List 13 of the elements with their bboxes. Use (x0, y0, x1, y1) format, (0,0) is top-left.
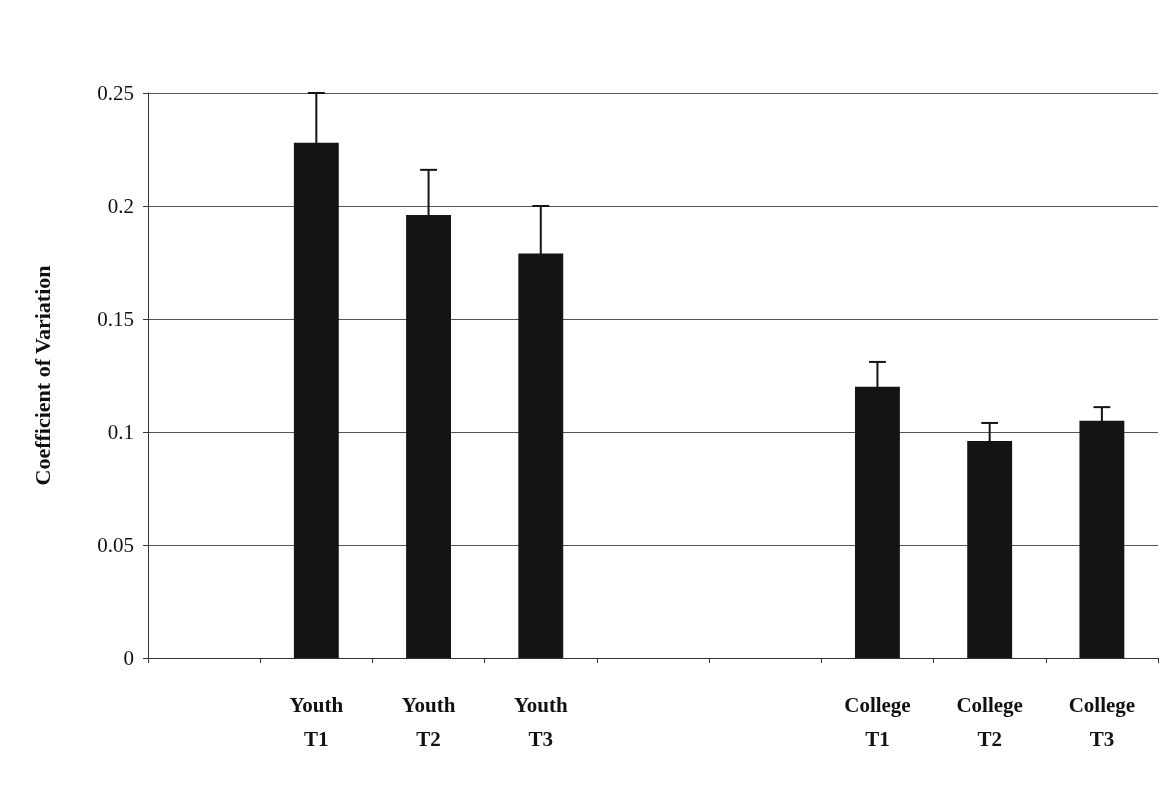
y-tick-label: 0 (123, 646, 134, 670)
x-tick-label: College T2 (956, 693, 1023, 751)
y-tick-label: 0.1 (107, 420, 134, 444)
x-tick-label: Youth T2 (401, 693, 456, 751)
y-tick-label: 0.25 (97, 81, 134, 105)
y-tick-label: 0.05 (97, 533, 134, 557)
y-axis-title: Coefficient of Variation (29, 265, 55, 486)
x-tick-label: College T1 (844, 693, 911, 751)
y-tick-label: 0.15 (97, 307, 134, 331)
x-tick-label: Youth T3 (513, 693, 568, 751)
x-tick-label: Youth T1 (289, 693, 344, 751)
y-tick-label: 0.2 (107, 194, 134, 218)
x-tick-label: College T3 (1068, 693, 1136, 751)
